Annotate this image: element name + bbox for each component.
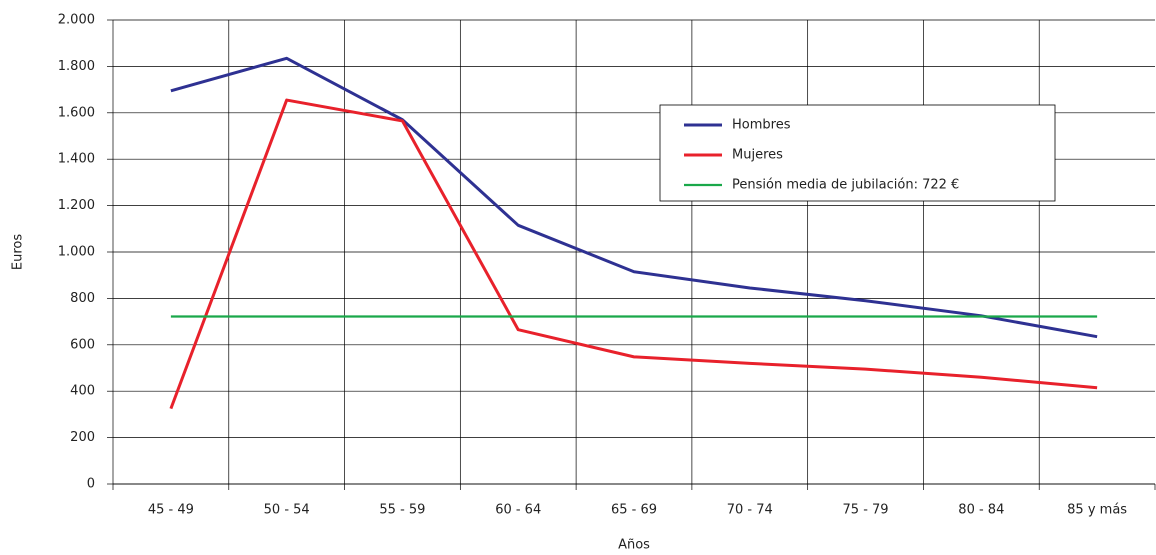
legend-label: Pensión media de jubilación: 722 € [732,178,959,193]
y-tick-label: 400 [70,384,95,399]
y-tick-label: 1.000 [58,245,95,260]
x-tick-label: 80 - 84 [958,503,1004,518]
legend-box [659,104,1056,202]
x-tick-label: 75 - 79 [843,503,889,518]
y-tick-label: 1.800 [58,59,95,74]
y-axis-label: Euros [11,234,26,270]
y-tick-label: 2.000 [58,13,95,28]
y-tick-label: 1.400 [58,152,95,167]
x-tick-label: 50 - 54 [264,503,310,518]
y-tick-label: 0 [87,477,95,492]
x-axis-label: Años [618,538,650,553]
series-line [170,56,1098,339]
y-tick-label: 1.200 [58,198,95,213]
y-tick-label: 600 [70,337,95,352]
y-tick-label: 200 [70,430,95,445]
y-tick-label: 800 [70,291,95,306]
x-tick-label: 70 - 74 [727,503,773,518]
x-tick-label: 65 - 69 [611,503,657,518]
series-line [169,98,1098,410]
legend-label: Hombres [732,118,791,133]
x-tick-label: 60 - 64 [495,503,541,518]
legend-label: Mujeres [732,148,783,163]
y-tick-label: 1.600 [58,105,95,120]
x-tick-label: 45 - 49 [148,503,194,518]
x-tick-label: 55 - 59 [379,503,425,518]
x-tick-label: 85 y más [1067,503,1127,518]
